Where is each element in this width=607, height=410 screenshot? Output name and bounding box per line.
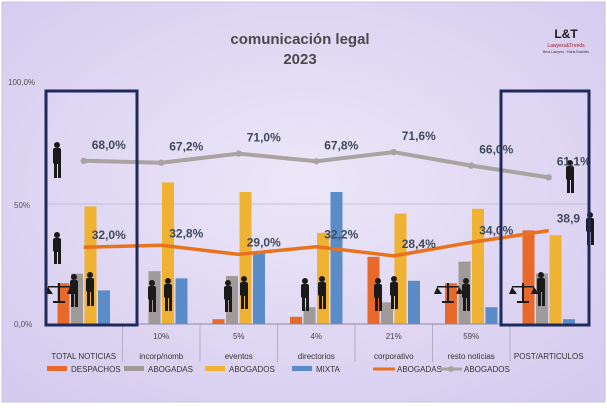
figure-icon: [374, 278, 382, 311]
chart-subtitle: 2023: [283, 51, 316, 68]
category-label: POST/ARTICULOS: [514, 352, 584, 361]
data-label: 34,0%: [479, 223, 513, 237]
bar-abogados: [549, 235, 562, 324]
data-label: 32,0%: [92, 228, 126, 242]
legend-swatch: [292, 366, 312, 371]
data-label: 61,1%: [557, 154, 591, 168]
category-labels: TOTAL NOTICIAS 10% incorp/nomb 5% eventos 4% d…: [51, 332, 583, 361]
bar-mixta: [563, 319, 575, 324]
line-point: [545, 174, 552, 181]
category-label: incorp/nomb: [139, 352, 184, 361]
category-label: eventos: [225, 352, 253, 361]
figure-icon: [148, 280, 156, 312]
legend-label: ABOGADOS: [464, 365, 510, 374]
scales-icon: [509, 283, 539, 303]
figure-icon: [70, 274, 78, 307]
legend-label: DESPACHOS: [71, 365, 121, 374]
figure-icon: [318, 276, 326, 309]
category-label: corporativo: [374, 352, 414, 361]
data-label: 67,8%: [324, 138, 358, 152]
category-label: TOTAL NOTICIAS: [51, 352, 116, 361]
bar-despachos: [57, 283, 70, 324]
data-label: 29,0%: [247, 235, 281, 249]
bar-mixta: [175, 278, 188, 324]
figure-icon: [301, 278, 309, 311]
legend-swatch: [47, 366, 67, 371]
data-label: 68,0%: [92, 138, 126, 152]
bar-abogados: [84, 206, 97, 324]
bar-despachos: [445, 283, 457, 324]
y-tick-label: 100,0%: [8, 78, 35, 87]
line-point: [468, 162, 475, 169]
line-point: [80, 157, 87, 164]
bar-mixta: [408, 280, 420, 324]
figure-icon: [53, 232, 61, 264]
line-point: [158, 159, 165, 166]
y-tick-label: 0,0%: [14, 320, 32, 329]
category-share-label: 4%: [310, 332, 322, 341]
highlight-box-total-noticias: [44, 89, 139, 327]
line-point: [313, 158, 320, 165]
y-tick-label: 50%: [14, 201, 30, 210]
decorative-silhouettes: [45, 142, 594, 312]
lines-layer: 32,0% 32,8% 29,0% 32,2% 28,4% 34,0% 38,9 68,0% 6…: [80, 129, 591, 258]
category-share-label: 59%: [463, 332, 479, 341]
legend-label: MIXTA: [316, 365, 341, 374]
data-label: 67,2%: [169, 140, 203, 154]
legend-label: ABOGADAS: [397, 365, 442, 374]
data-label: 38,9: [557, 212, 581, 226]
bar-abogados: [472, 208, 484, 324]
bar-despachos: [212, 319, 225, 324]
data-label: 32,2%: [324, 228, 358, 242]
figure-icon: [224, 280, 232, 312]
highlight-box-post-articulos: [499, 89, 591, 327]
category-label: directorios: [298, 352, 335, 361]
bar-mixta: [253, 252, 265, 324]
data-label: 71,6%: [402, 129, 436, 143]
bar-despachos: [290, 316, 302, 324]
legend-label: ABOGADAS: [148, 365, 193, 374]
chart-title: comunicación legal: [230, 31, 369, 48]
category-separators: [122, 324, 511, 362]
bar-abogadas: [381, 302, 393, 324]
category-label: resto noticias: [448, 352, 495, 361]
brand-logo: L&T Lawyers&Trends Best Lawyers · Harts …: [543, 27, 589, 54]
category-share-label: 5%: [233, 332, 245, 341]
legend-swatch: [124, 366, 144, 371]
legend-swatch: [205, 366, 225, 371]
figure-icon: [390, 276, 398, 309]
bar-mixta: [330, 192, 343, 324]
legend: DESPACHOS ABOGADAS ABOGADOS MIXTA ABOGADAS AB…: [47, 365, 510, 374]
legend-label: ABOGADOS: [229, 365, 275, 374]
figure-icon: [537, 272, 545, 306]
figure-icon: [566, 160, 574, 193]
category-share-label: 10%: [153, 332, 169, 341]
figure-icon: [240, 276, 248, 309]
data-label: 28,4%: [402, 237, 436, 251]
figure-icon: [164, 278, 172, 311]
bar-mixta: [485, 307, 498, 324]
figure-icon: [53, 142, 61, 178]
logo-name: Lawyers&Trends: [547, 43, 585, 49]
data-label: 66,0%: [479, 143, 513, 157]
category-share-label: 21%: [386, 332, 402, 341]
logo-tagline: Best Lawyers · Harts Bubbles: [543, 50, 589, 54]
legend-marker: [448, 366, 454, 372]
chart-background: [1, 1, 606, 403]
line-point: [390, 148, 397, 156]
figure-icon: [462, 278, 470, 311]
line-point: [235, 150, 242, 157]
bar-abogadas: [303, 307, 316, 324]
line-series-abogadas: [83, 228, 550, 258]
bar-despachos: [522, 230, 535, 324]
data-label: 71,0%: [247, 131, 281, 145]
figure-icon: [86, 272, 94, 306]
logo-mark: L&T: [554, 27, 578, 41]
data-label: 32,8%: [169, 226, 203, 240]
bar-mixta: [98, 290, 110, 324]
